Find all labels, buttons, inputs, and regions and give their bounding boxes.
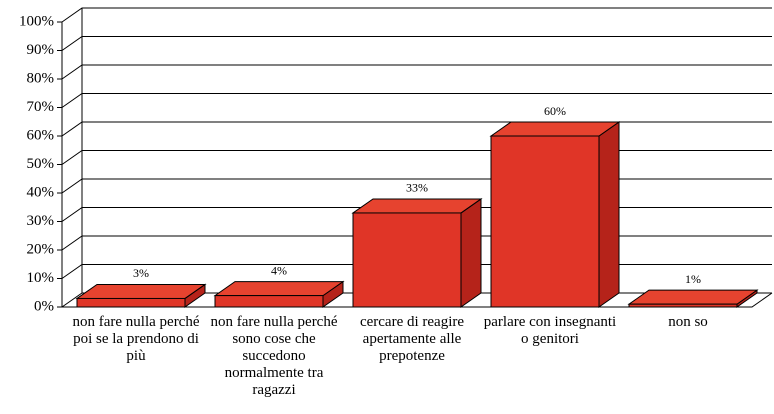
- bar: [214, 295, 324, 308]
- y-tick-label: 70%: [27, 99, 55, 115]
- grid-line: [61, 64, 772, 80]
- x-tick-label: cercare di reagire apertamente alle prep…: [359, 314, 465, 364]
- y-tick-label: 30%: [27, 213, 55, 229]
- value-label: 3%: [133, 266, 149, 280]
- bar: [76, 297, 186, 308]
- grid-line: [61, 36, 772, 51]
- y-tick-label: 40%: [27, 184, 55, 200]
- grid-line: [61, 93, 772, 108]
- bar-top: [627, 289, 759, 305]
- x-tick-label: parlare con insegnanti o genitori: [483, 314, 617, 347]
- x-tick-label: non fare nulla perché poi se la prendono…: [72, 314, 200, 364]
- value-label: 4%: [271, 263, 287, 277]
- bar: [628, 303, 738, 308]
- bar-side: [460, 197, 482, 308]
- x-tick-label: non fare nulla perché sono cose che succ…: [210, 314, 338, 398]
- y-tick-label: 50%: [27, 156, 55, 172]
- grid-line: [61, 150, 772, 165]
- value-label: 60%: [544, 104, 566, 118]
- value-label: 1%: [685, 272, 701, 286]
- bar-top: [351, 198, 483, 214]
- y-tick-label: 80%: [27, 70, 55, 86]
- bar-top: [75, 283, 207, 299]
- bar-side: [598, 121, 620, 308]
- bar-top: [213, 281, 345, 297]
- x-tick-label: non so: [668, 314, 708, 330]
- grid-line: [61, 7, 772, 23]
- y-tick-label: 10%: [27, 270, 55, 286]
- y-tick-label: 0%: [34, 298, 54, 314]
- bar-top: [489, 121, 621, 137]
- y-tick-label: 90%: [27, 42, 55, 58]
- y-tick-label: 20%: [27, 241, 55, 257]
- value-label: 33%: [406, 181, 428, 195]
- bar: [490, 135, 600, 308]
- grid-line: [61, 121, 772, 137]
- y-tick-label: 100%: [19, 13, 54, 29]
- bar: [352, 212, 462, 308]
- y-tick-label: 60%: [27, 127, 55, 143]
